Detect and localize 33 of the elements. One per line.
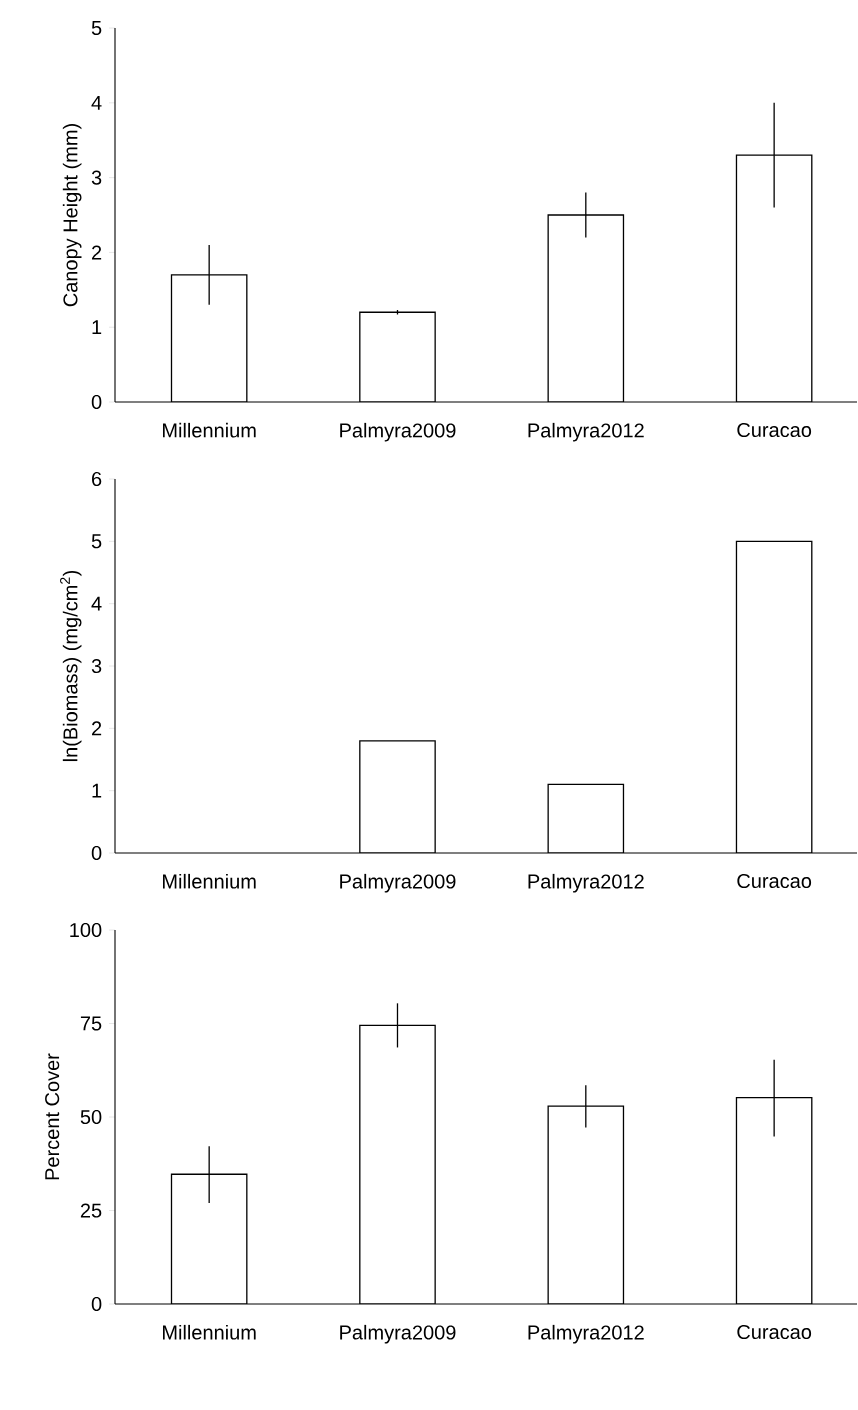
x-tick-label: Palmyra2012 bbox=[528, 422, 644, 442]
x-tick-label: Millennium bbox=[163, 1324, 256, 1340]
x-tick-label: Millennium bbox=[163, 422, 256, 438]
y-tick-label: 1 bbox=[92, 320, 102, 335]
x-tick-label: Millennium bbox=[163, 873, 256, 889]
x-tick-label: Curacao bbox=[737, 422, 812, 438]
x-tick-label: Palmyra2009 bbox=[340, 1324, 456, 1344]
x-tick-label: Curacao bbox=[737, 1324, 812, 1340]
x-tick-label: Palmyra2009 bbox=[340, 873, 456, 893]
y-axis-title: Percent Cover bbox=[45, 1053, 60, 1180]
y-tick-label: 6 bbox=[92, 471, 102, 487]
y-tick-label: 3 bbox=[92, 170, 102, 185]
y-tick-label: 4 bbox=[91, 596, 102, 611]
y-tick-label: 2 bbox=[92, 245, 102, 260]
y-tick-label: 0 bbox=[92, 845, 102, 861]
y-axis-title: ln(Biomass) (mg/cm$^{2}$) bbox=[60, 570, 82, 762]
y-tick-label: 100 bbox=[70, 922, 102, 938]
y-tick-label: 0 bbox=[92, 394, 102, 410]
x-tick-label: Curacao bbox=[737, 873, 812, 889]
x-tick-label: Palmyra2009 bbox=[340, 422, 456, 442]
y-tick-label: 5 bbox=[92, 534, 102, 549]
y-tick-label: 5 bbox=[92, 21, 102, 35]
y-tick-label: 50 bbox=[80, 1109, 102, 1125]
y-tick-label: 25 bbox=[81, 1203, 102, 1218]
y-tick-label: 2 bbox=[92, 721, 102, 736]
x-tick-label: Palmyra2012 bbox=[528, 1324, 644, 1344]
y-tick-label: 1 bbox=[92, 783, 102, 798]
y-axis-title: Canopy Height (mm) bbox=[63, 124, 82, 307]
x-tick-label: Palmyra2012 bbox=[528, 873, 644, 893]
y-tick-label: 0 bbox=[92, 1296, 102, 1312]
y-tick-label: 4 bbox=[91, 95, 102, 110]
y-tick-label: 75 bbox=[81, 1016, 102, 1031]
y-tick-label: 3 bbox=[91, 658, 102, 674]
